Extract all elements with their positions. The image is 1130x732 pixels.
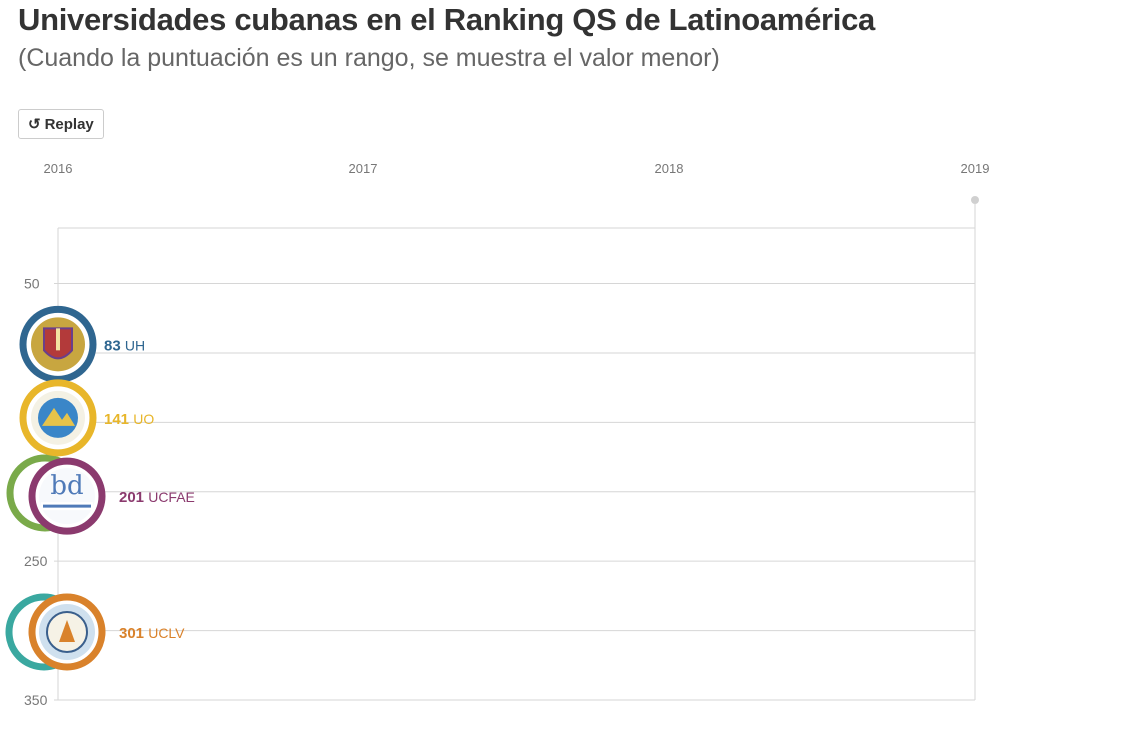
data-label-name: UCFAE xyxy=(148,489,195,505)
data-label-uo: 141 UO xyxy=(104,411,154,428)
y-tick-label: 50 xyxy=(24,276,40,292)
chart-title: Universidades cubanas en el Ranking QS d… xyxy=(18,2,875,37)
data-label-value: 301 xyxy=(119,625,148,642)
logo-ucf-monogram: bd xyxy=(50,471,83,501)
logo-ucf: bd xyxy=(28,457,106,535)
data-label-name: UH xyxy=(125,337,145,353)
data-label-ucf: 201 UCFAE xyxy=(119,489,195,506)
data-label-uclv: 301 UCLV xyxy=(119,625,185,642)
logo-uh-shield-bar xyxy=(56,328,60,351)
chart-subtitle: (Cuando la puntuación es un rango, se mu… xyxy=(18,44,720,72)
y-tick-label: 350 xyxy=(24,692,48,708)
logo-uo xyxy=(19,379,97,457)
data-label-name: UCLV xyxy=(148,625,185,641)
grid-layer xyxy=(54,196,979,701)
data-label-value: 201 xyxy=(119,489,148,506)
replay-icon: ↺ xyxy=(28,116,41,133)
data-label-uh: 83 UH xyxy=(104,337,145,354)
x-tick-label: 2016 xyxy=(44,161,73,176)
x-tick-label: 2017 xyxy=(349,161,378,176)
time-marker-dot xyxy=(971,196,979,204)
x-axis: 2016 2017 2018 2019 xyxy=(44,161,990,176)
data-label-value: 83 xyxy=(104,337,125,354)
logo-uclv xyxy=(28,593,106,671)
replay-label: Replay xyxy=(44,115,94,133)
y-axis: 50 250 350 xyxy=(24,276,48,708)
logo-uo-mountain xyxy=(42,407,75,426)
logo-uh xyxy=(19,305,97,383)
data-label-value: 141 xyxy=(104,411,133,428)
replay-button[interactable]: ↺ Replay xyxy=(18,109,104,139)
x-tick-label: 2018 xyxy=(655,161,684,176)
data-label-name: UO xyxy=(133,411,154,427)
plot-marks: bd 83 UH 141 UO 201 UCFAE 301 UCLV xyxy=(5,305,195,671)
y-tick-label: 250 xyxy=(24,553,48,569)
logo-uclv-emblem xyxy=(59,619,75,642)
x-tick-label: 2019 xyxy=(961,161,990,176)
